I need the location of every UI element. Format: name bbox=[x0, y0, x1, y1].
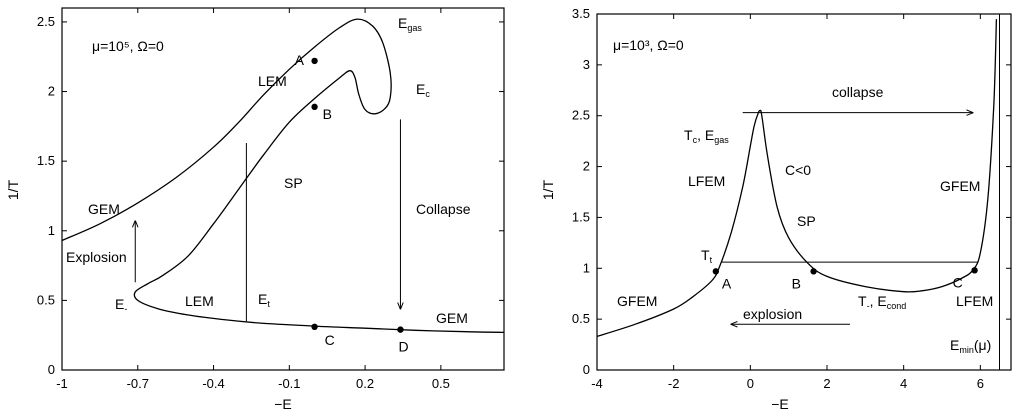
right-x-ticks: -4 -2 0 2 4 6 bbox=[591, 14, 984, 391]
y-tick-label: 0.5 bbox=[37, 292, 55, 307]
right-y-ticks: 0 0.5 1 1.5 2 2.5 3 3.5 bbox=[572, 6, 1011, 377]
left-eminus-label: E- bbox=[115, 296, 127, 314]
right-gfem-right: GFEM bbox=[940, 178, 980, 194]
y-tick-label: 1 bbox=[583, 260, 590, 275]
y-tick-label: 2.5 bbox=[37, 14, 55, 29]
point-marker-B bbox=[311, 103, 318, 111]
point-label-C: C bbox=[953, 274, 963, 290]
left-gem-lower: GEM bbox=[436, 310, 468, 326]
left-param-label: μ=10⁵, Ω=0 bbox=[92, 38, 164, 54]
x-tick-label: 2 bbox=[823, 376, 830, 391]
y-tick-label: 2.5 bbox=[572, 108, 590, 123]
y-tick-label: 0 bbox=[583, 362, 590, 377]
left-lem-upper: LEM bbox=[258, 73, 287, 89]
point-label-B: B bbox=[323, 106, 332, 122]
x-tick-label: 0.5 bbox=[432, 376, 450, 391]
y-tick-label: 0 bbox=[48, 362, 55, 377]
y-tick-label: 1.5 bbox=[572, 209, 590, 224]
point-label-A: A bbox=[295, 52, 305, 68]
right-lfem-left: LFEM bbox=[688, 173, 725, 189]
y-tick-label: 1.5 bbox=[37, 153, 55, 168]
right-c-negative-label: C<0 bbox=[785, 162, 811, 178]
x-tick-label: -4 bbox=[591, 376, 603, 391]
left-x-ticks: -1 -0.7 -0.4 -0.1 0.2 0.5 bbox=[56, 8, 450, 391]
right-y-axis-label: 1/T bbox=[540, 179, 556, 200]
left-x-axis-label: −E bbox=[274, 396, 292, 412]
left-plot-frame bbox=[61, 7, 505, 371]
x-tick-label: -1 bbox=[56, 376, 68, 391]
point-marker-A bbox=[311, 57, 318, 65]
right-explosion-label: explosion bbox=[743, 306, 802, 322]
point-label-D: D bbox=[398, 339, 408, 355]
point-label-B: B bbox=[792, 275, 801, 291]
right-tt-label: Tt bbox=[701, 247, 713, 265]
left-gem-upper: GEM bbox=[88, 201, 120, 217]
right-param-label: μ=10³, Ω=0 bbox=[613, 37, 684, 53]
y-tick-label: 3.5 bbox=[572, 6, 590, 21]
point-label-A: A bbox=[722, 275, 732, 291]
left-et-label: Et bbox=[258, 291, 270, 309]
left-markers: A B C D bbox=[295, 52, 409, 355]
right-sp-label: SP bbox=[797, 213, 816, 229]
point-marker-C bbox=[311, 323, 318, 331]
x-tick-label: -0.4 bbox=[202, 376, 224, 391]
left-explosion-label: Explosion bbox=[66, 249, 127, 265]
y-tick-label: 3 bbox=[583, 57, 590, 72]
point-marker-B bbox=[810, 268, 817, 275]
left-chart: -1 -0.7 -0.4 -0.1 0.2 0.5 0 0.5 1 1.5 2 2.5 A B C D −… bbox=[5, 7, 505, 412]
left-series-line bbox=[61, 18, 505, 334]
right-tminus-econd-label: T-, Econd bbox=[858, 293, 906, 311]
right-lfem-right: LFEM bbox=[956, 293, 993, 309]
right-tc-egas-label: Tc, Egas bbox=[684, 127, 729, 145]
right-chart: -4 -2 0 2 4 6 0 0.5 1 1.5 2 2.5 3 3.5 A B C −E 1/T μ=1… bbox=[540, 6, 1012, 412]
y-tick-label: 2 bbox=[583, 159, 590, 174]
point-marker-D bbox=[397, 326, 404, 333]
right-collapse-label: collapse bbox=[832, 84, 884, 100]
x-tick-label: 0.2 bbox=[356, 376, 374, 391]
point-marker-A bbox=[712, 268, 720, 275]
x-tick-label: -0.7 bbox=[127, 376, 149, 391]
x-tick-label: -0.1 bbox=[278, 376, 300, 391]
x-tick-label: 4 bbox=[900, 376, 907, 391]
left-y-ticks: 0 0.5 1 1.5 2 2.5 bbox=[37, 14, 504, 377]
right-gfem-left: GFEM bbox=[617, 293, 657, 309]
left-y-axis-label: 1/T bbox=[5, 179, 21, 200]
right-x-axis-label: −E bbox=[771, 396, 789, 412]
left-egas-label: Egas bbox=[398, 15, 422, 33]
point-marker-C bbox=[971, 267, 978, 274]
left-sp-label: SP bbox=[284, 175, 303, 191]
left-lem-lower: LEM bbox=[185, 293, 214, 309]
right-emin-label: Emin(μ) bbox=[950, 337, 991, 355]
y-tick-label: 0.5 bbox=[572, 311, 590, 326]
right-markers: A B C bbox=[712, 267, 978, 291]
left-collapse-label: Collapse bbox=[416, 201, 471, 217]
left-ec-label: Ec bbox=[416, 81, 430, 99]
right-plot-frame bbox=[596, 13, 1012, 371]
x-tick-label: 0 bbox=[747, 376, 754, 391]
point-label-C: C bbox=[325, 332, 335, 348]
x-tick-label: -2 bbox=[668, 376, 680, 391]
y-tick-label: 2 bbox=[48, 84, 55, 99]
x-tick-label: 6 bbox=[977, 376, 984, 391]
y-tick-label: 1 bbox=[48, 223, 55, 238]
